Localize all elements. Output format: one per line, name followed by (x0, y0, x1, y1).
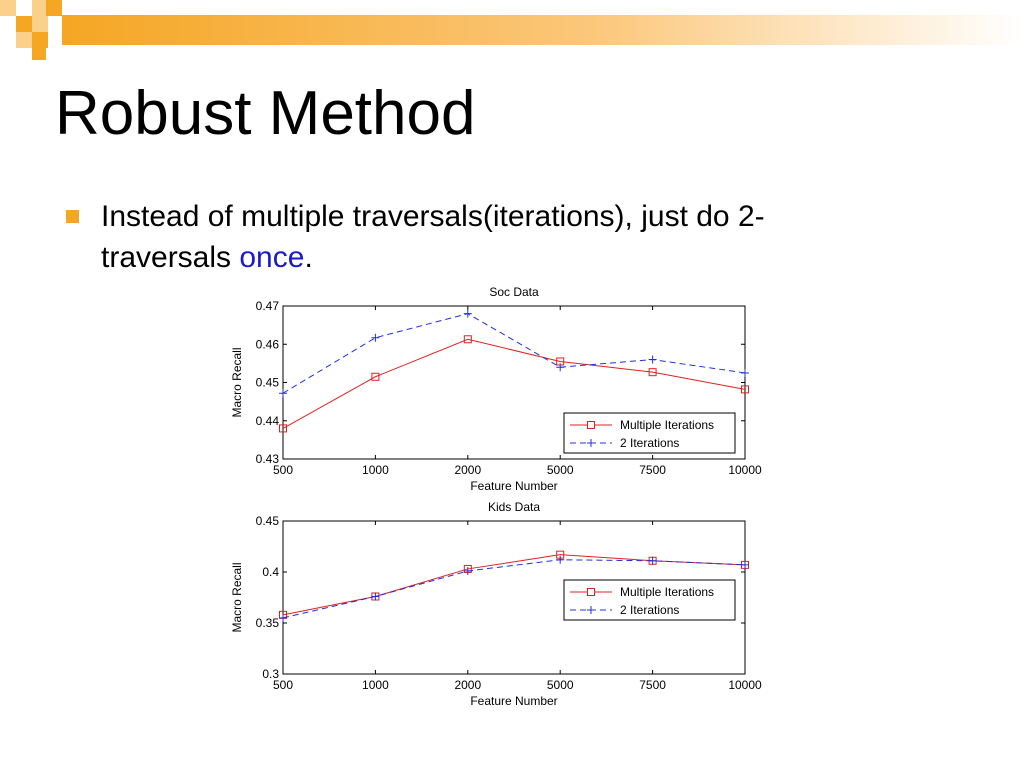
data-point-plus (463, 566, 472, 575)
legend-marker-plus (587, 439, 595, 447)
chart-title: Soc Data (489, 285, 539, 299)
data-point-square (279, 424, 287, 433)
data-point-square (648, 368, 657, 377)
slide-title: Robust Method (55, 79, 476, 148)
header-square (32, 46, 46, 60)
x-tick-label: 2000 (454, 678, 481, 692)
data-point-square (371, 372, 380, 381)
y-axis-label: Macro Recall (230, 347, 244, 417)
legend-marker-plus (587, 606, 595, 614)
data-point-plus (371, 333, 380, 342)
legend-marker-square (587, 421, 595, 429)
header-square (16, 0, 32, 16)
y-tick-label: 0.3 (262, 667, 279, 681)
header-square (32, 32, 48, 48)
legend-label: 2 Iterations (620, 436, 679, 450)
chart-soc-svg: Soc Data 500 1000 2000 5000 7500 10000 0.43 0.44… (230, 285, 762, 493)
x-tick-label: 5000 (547, 463, 574, 477)
header-square (16, 16, 32, 32)
legend-frame (563, 579, 736, 621)
legend-label: Multiple Iterations (620, 585, 714, 599)
data-point-plus (371, 592, 380, 601)
x-tick-label: 7500 (639, 463, 666, 477)
x-axis-label: Feature Number (470, 479, 557, 493)
data-point-plus (648, 556, 657, 565)
x-tick-label: 10000 (728, 678, 762, 692)
header-square (32, 16, 48, 32)
legend-frame (563, 412, 736, 454)
y-tick-label: 0.44 (256, 414, 280, 428)
x-tick-label: 10000 (728, 463, 762, 477)
series-line (282, 313, 746, 394)
data-point-plus (279, 613, 287, 622)
bullet-text: Instead of multiple traversals(iteration… (101, 196, 881, 278)
x-tick-label: 500 (273, 463, 293, 477)
x-tick-label: 1000 (362, 678, 389, 692)
legend-marker-square (587, 588, 595, 596)
series-line (282, 559, 746, 619)
legend-label: Multiple Iterations (620, 418, 714, 432)
x-tick-label: 5000 (547, 678, 574, 692)
bullet-text-main: Instead of multiple traversals(iteration… (101, 200, 765, 274)
y-tick-label: 0.4 (262, 565, 279, 579)
header-decoration (0, 0, 1024, 60)
y-tick-label: 0.47 (256, 299, 280, 313)
x-tick-label: 1000 (362, 463, 389, 477)
data-point-plus (556, 555, 565, 564)
data-point-plus (556, 363, 565, 372)
x-axis-label: Feature Number (470, 694, 557, 708)
chart-kids-svg: Kids Data 500 1000 2000 5000 7500 10000 0.3 0.35… (230, 500, 762, 708)
bullet-text-end: . (304, 241, 313, 274)
x-tick-label: 500 (273, 678, 293, 692)
header-square (0, 0, 16, 16)
legend: Multiple Iterations 2 Iterations (563, 579, 736, 621)
plot-area-frame (282, 520, 746, 675)
legend-label: 2 Iterations (620, 603, 679, 617)
header-square (46, 0, 62, 16)
chart-title: Kids Data (488, 500, 540, 514)
y-tick-label: 0.35 (256, 616, 280, 630)
header-square (0, 16, 16, 32)
data-point-square (463, 335, 472, 344)
data-point-square (741, 385, 749, 394)
y-tick-label: 0.46 (256, 337, 280, 351)
series-line (282, 338, 746, 429)
y-tick-label: 0.43 (256, 452, 280, 466)
header-square (16, 32, 32, 48)
legend: Multiple Iterations 2 Iterations (563, 412, 736, 454)
data-point-plus (463, 309, 472, 318)
header-square (32, 0, 48, 16)
bullet-text-highlight: once (239, 241, 305, 274)
bullet-square-icon (66, 210, 79, 223)
chart-soc-data: Soc Data 500 1000 2000 5000 7500 10000 0.43 0.44… (220, 282, 780, 502)
y-tick-label: 0.45 (256, 514, 280, 528)
data-point-plus (648, 355, 657, 364)
chart-kids-data: Kids Data 500 1000 2000 5000 7500 10000 0.3 0.35… (220, 497, 780, 717)
y-tick-label: 0.45 (256, 376, 280, 390)
data-point-plus (741, 560, 749, 569)
x-tick-label: 2000 (454, 463, 481, 477)
data-point-plus (279, 389, 287, 398)
x-tick-label: 7500 (639, 678, 666, 692)
y-axis-label: Macro Recall (230, 562, 244, 632)
header-gradient-bar (62, 15, 1024, 45)
data-point-plus (741, 368, 749, 377)
